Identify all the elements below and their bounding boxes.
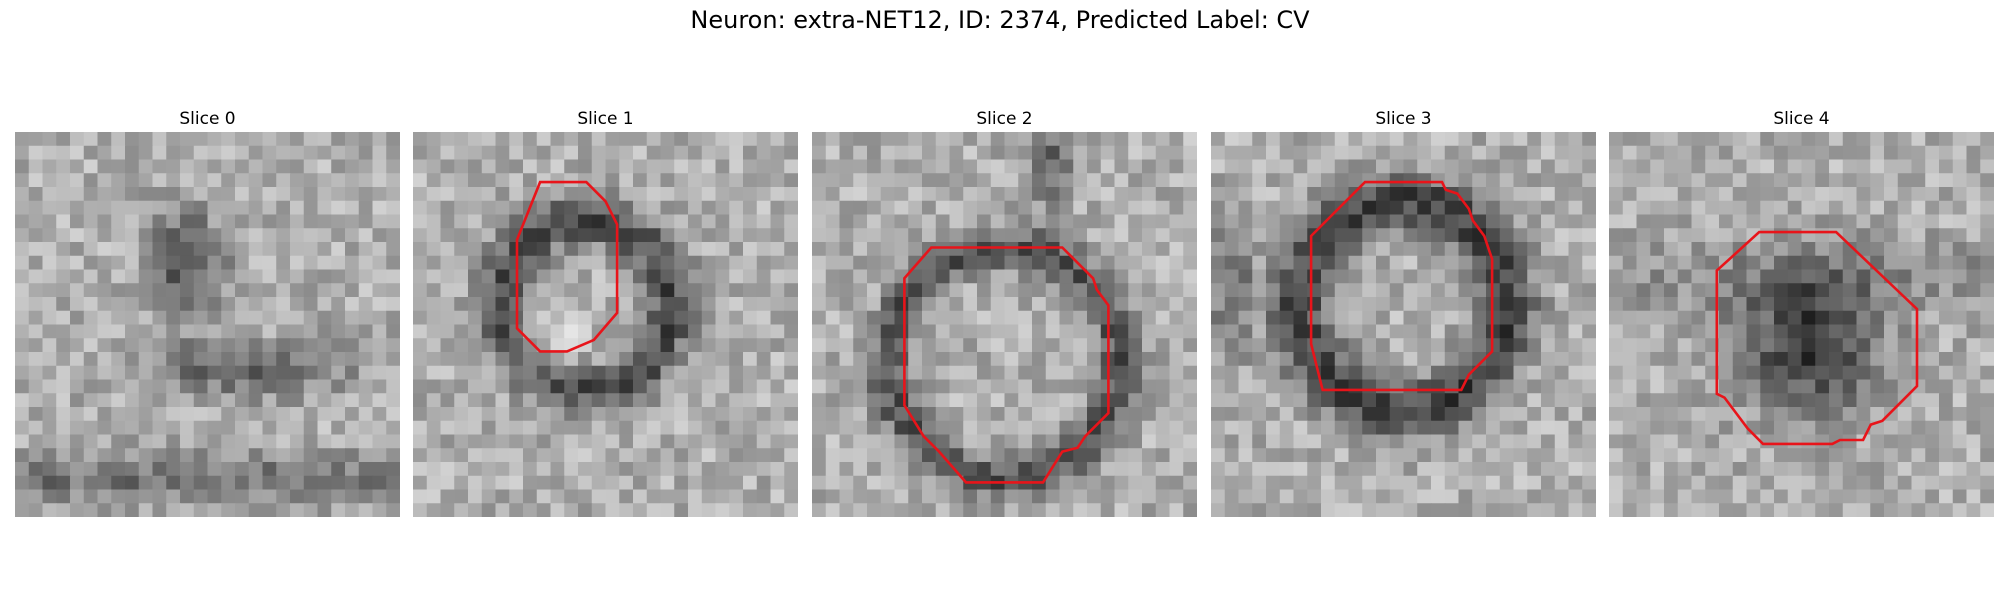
slice-image [812,132,1197,517]
slice-image [413,132,798,517]
slice-image [1211,132,1596,517]
slice-title: Slice 4 [1773,109,1830,129]
slice-image [1609,132,1994,517]
roi-outline [1309,180,1494,392]
slice-image [15,132,400,517]
pixel-texture [812,132,1197,517]
slice-panel-1: Slice 1 [413,106,798,517]
slice-panel-3: Slice 3 [1211,106,1596,517]
pixel-texture [15,132,400,517]
slice-title: Slice 2 [976,109,1033,129]
roi-outline [515,180,619,353]
pixel-texture [413,132,798,517]
figure-title: Neuron: extra-NET12, ID: 2374, Predicted… [690,6,1310,34]
slice-title: Slice 3 [1375,109,1432,129]
slice-title: Slice 0 [179,109,236,129]
pixel-texture [1609,132,1994,517]
slice-panel-0: Slice 0 [15,106,400,517]
pixel-texture [1211,132,1596,517]
slice-title: Slice 1 [577,109,634,129]
slice-panel-4: Slice 4 [1609,106,1994,517]
roi-outline [1715,230,1919,446]
slice-panel-2: Slice 2 [812,106,1197,517]
roi-outline [903,246,1110,484]
